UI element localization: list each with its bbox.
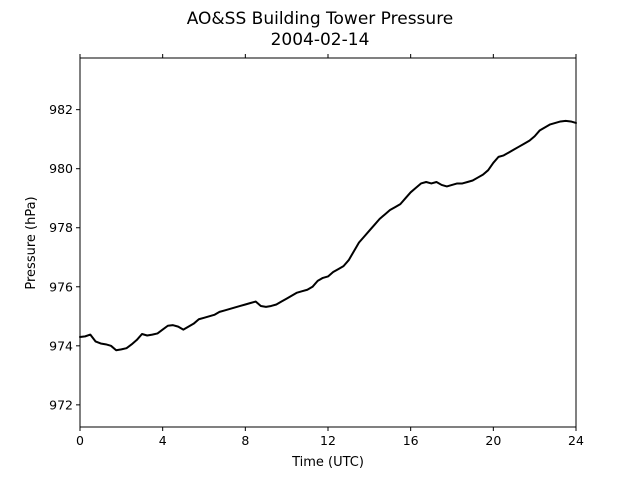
- plot-frame: [79, 57, 577, 428]
- y-axis-label: Pressure (hPa): [24, 196, 39, 289]
- chart-subtitle: 2004-02-14: [271, 30, 370, 50]
- chart-title: AO&SS Building Tower Pressure: [187, 9, 454, 29]
- y-axis-ticks: 972 974 976 978 980 982: [49, 102, 80, 412]
- x-tick-label: 12: [320, 433, 336, 448]
- x-axis-ticks: 0 4 8 12 16 20 24: [76, 54, 584, 448]
- x-tick-label: 8: [241, 433, 249, 448]
- x-tick-label: 16: [403, 433, 419, 448]
- x-tick-label: 20: [485, 433, 501, 448]
- x-tick-label: 24: [568, 433, 584, 448]
- x-tick-label: 4: [159, 433, 167, 448]
- y-tick-label: 974: [49, 338, 73, 353]
- y-tick-label: 976: [49, 279, 73, 294]
- y-tick-label: 978: [49, 220, 73, 235]
- y-tick-label: 972: [49, 397, 73, 412]
- y-tick-label: 982: [49, 102, 73, 117]
- x-axis-label: Time (UTC): [291, 455, 364, 470]
- pressure-series-line: [79, 119, 577, 352]
- x-tick-label: 0: [76, 433, 84, 448]
- y-tick-label: 980: [49, 161, 73, 176]
